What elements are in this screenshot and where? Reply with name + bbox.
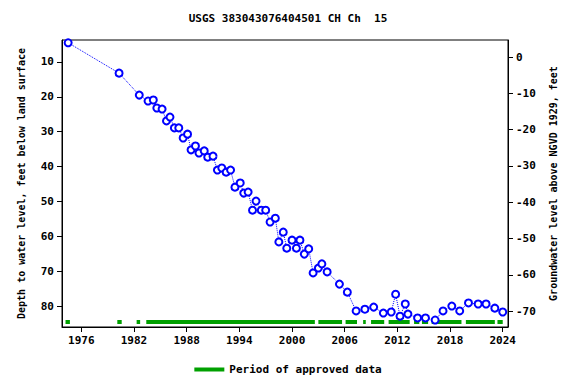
svg-text:2024: 2024 (489, 334, 516, 347)
svg-text:10: 10 (41, 55, 54, 68)
svg-text:-20: -20 (516, 123, 536, 136)
svg-text:2006: 2006 (331, 334, 358, 347)
svg-text:30: 30 (41, 125, 54, 138)
svg-text:2000: 2000 (279, 334, 306, 347)
svg-text:Period of approved data: Period of approved data (229, 363, 381, 376)
svg-text:2012: 2012 (384, 334, 411, 347)
svg-text:USGS 383043076404501 CH Ch 15: USGS 383043076404501 CH Ch 15 (189, 12, 388, 25)
svg-text:-30: -30 (516, 159, 536, 172)
svg-text:1988: 1988 (173, 334, 200, 347)
svg-text:0: 0 (516, 51, 523, 64)
svg-text:60: 60 (41, 230, 54, 243)
svg-text:Depth to water level, feet bel: Depth to water level, feet below land su… (16, 48, 27, 319)
svg-text:-40: -40 (516, 196, 536, 209)
svg-text:20: 20 (41, 90, 54, 103)
svg-text:-50: -50 (516, 232, 536, 245)
svg-text:70: 70 (41, 265, 54, 278)
svg-text:1976: 1976 (68, 334, 95, 347)
svg-text:Groundwater level above NGVD 1: Groundwater level above NGVD 1929, feet (548, 66, 559, 301)
svg-text:-70: -70 (516, 305, 536, 318)
svg-text:1982: 1982 (121, 334, 148, 347)
svg-text:40: 40 (41, 160, 54, 173)
svg-text:-60: -60 (516, 268, 536, 281)
svg-text:2018: 2018 (437, 334, 464, 347)
svg-text:1994: 1994 (226, 334, 253, 347)
svg-text:50: 50 (41, 195, 54, 208)
svg-text:-10: -10 (516, 87, 536, 100)
svg-text:80: 80 (41, 300, 54, 313)
